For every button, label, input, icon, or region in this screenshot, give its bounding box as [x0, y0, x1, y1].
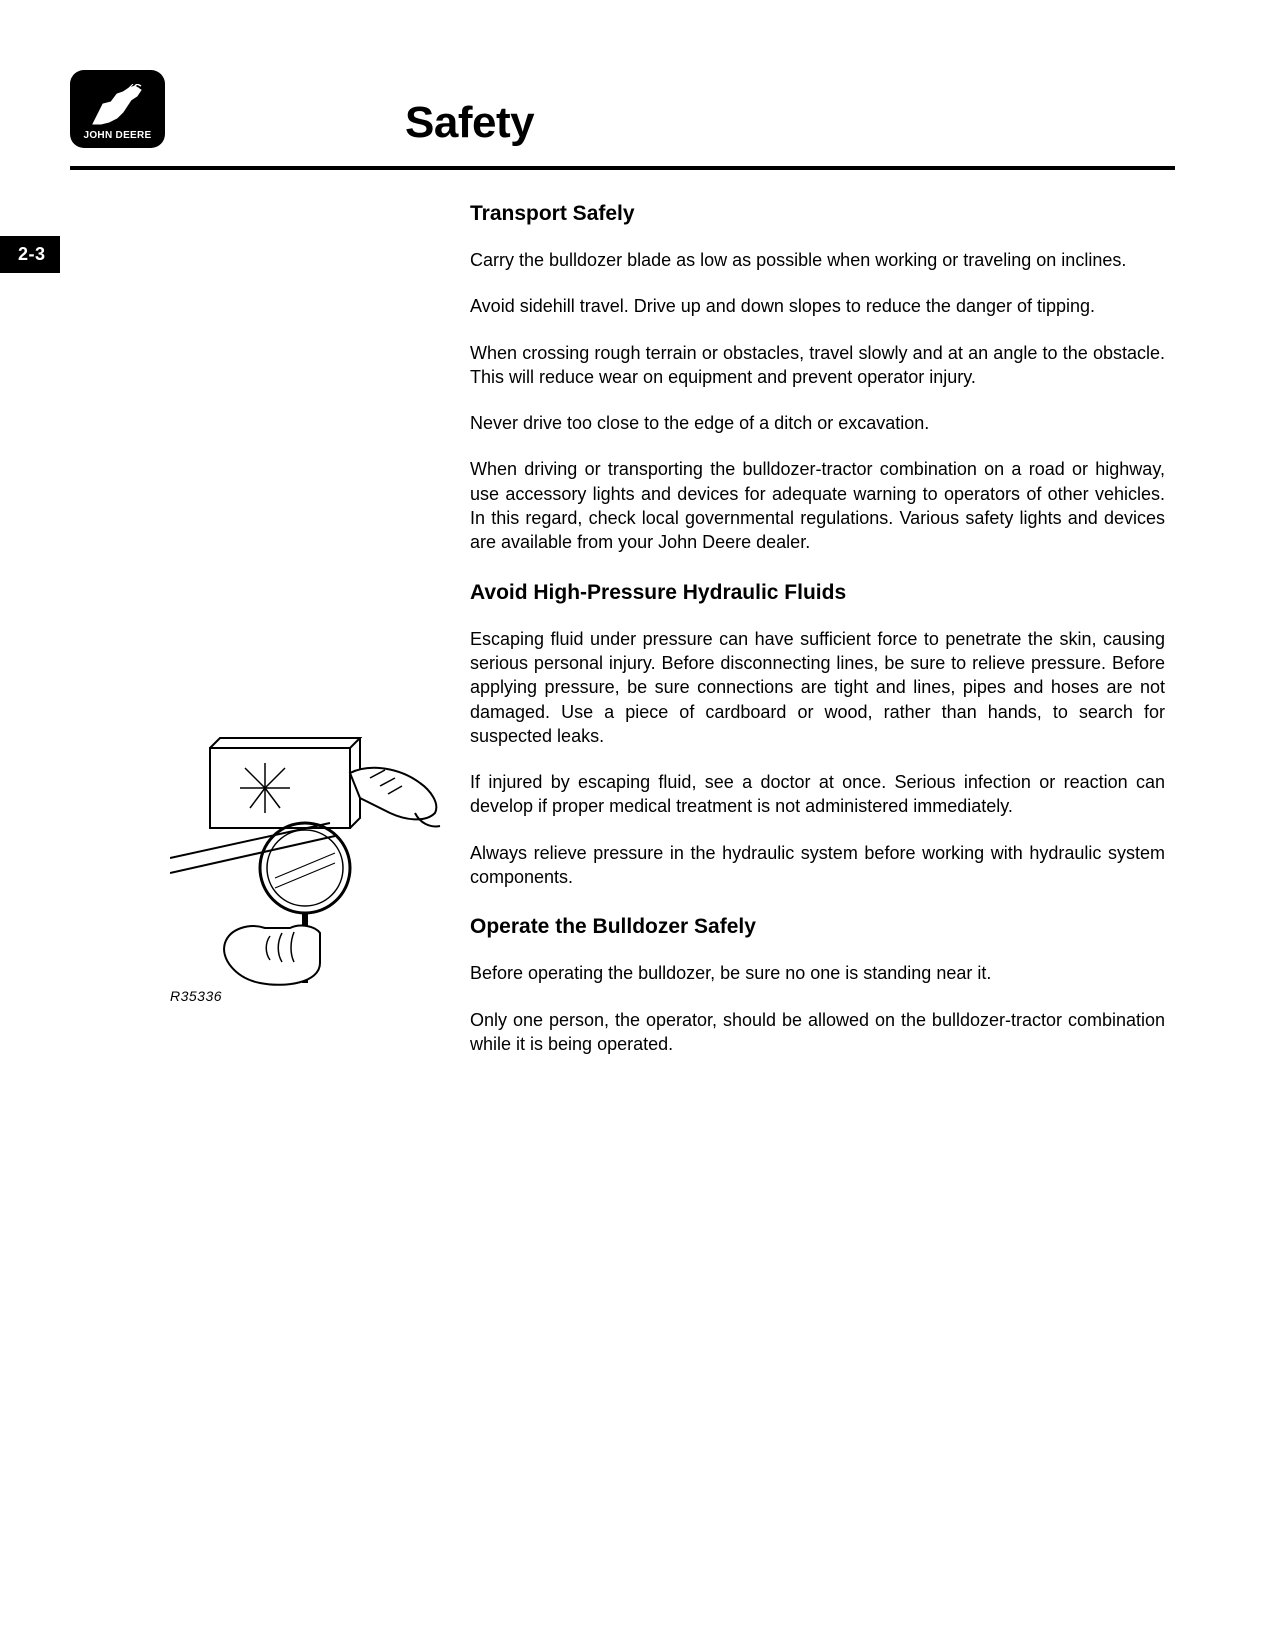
content-area: 2-3	[70, 198, 1175, 1078]
safety-illustration	[170, 728, 450, 993]
body-paragraph: If injured by escaping fluid, see a doct…	[470, 770, 1165, 819]
magnifying-glass-inspection-icon	[170, 728, 450, 988]
header-rule	[70, 166, 1175, 170]
body-paragraph: Carry the bulldozer blade as low as poss…	[470, 248, 1165, 272]
brand-logo: JOHN DEERE	[70, 70, 165, 148]
body-paragraph: Avoid sidehill travel. Drive up and down…	[470, 294, 1165, 318]
deer-icon	[83, 84, 153, 128]
body-paragraph: Before operating the bulldozer, be sure …	[470, 961, 1165, 985]
left-column: 2-3	[70, 198, 470, 1078]
page-title: Safety	[405, 98, 534, 148]
body-paragraph: When crossing rough terrain or obstacles…	[470, 341, 1165, 390]
body-paragraph: Escaping fluid under pressure can have s…	[470, 627, 1165, 748]
brand-logo-text: JOHN DEERE	[83, 130, 151, 141]
section-heading: Operate the Bulldozer Safely	[470, 915, 1165, 939]
body-paragraph: Always relieve pressure in the hydraulic…	[470, 841, 1165, 890]
right-column: Transport Safely Carry the bulldozer bla…	[470, 198, 1175, 1078]
body-paragraph: Never drive too close to the edge of a d…	[470, 411, 1165, 435]
page: JOHN DEERE Safety 2-3	[0, 0, 1275, 1138]
section-heading: Transport Safely	[470, 202, 1165, 226]
page-header: JOHN DEERE Safety	[70, 70, 1175, 148]
page-number-tab: 2-3	[0, 236, 60, 273]
section-heading: Avoid High-Pressure Hydraulic Fluids	[470, 581, 1165, 605]
body-paragraph: Only one person, the operator, should be…	[470, 1008, 1165, 1057]
illustration-caption: R35336	[170, 988, 222, 1004]
body-paragraph: When driving or transporting the bulldoz…	[470, 457, 1165, 554]
